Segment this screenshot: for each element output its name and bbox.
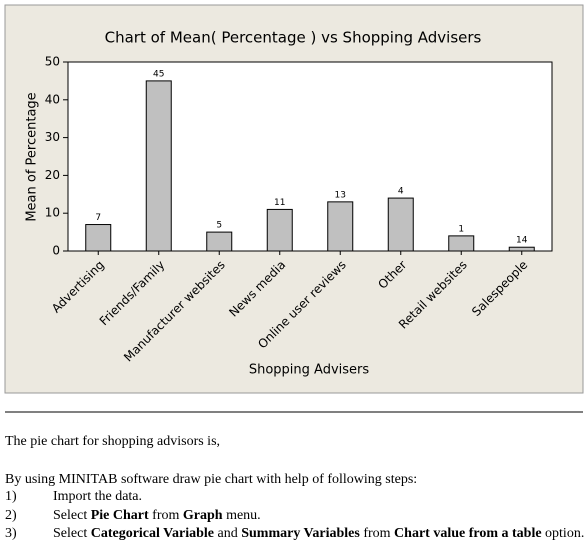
step-number: 3) [5, 526, 17, 541]
bar [327, 201, 354, 252]
step-text: option. [541, 526, 585, 541]
bar [448, 235, 475, 252]
step: 3) Select Categorical Variable and Summar… [5, 525, 585, 544]
step-text: Summary Variables [241, 526, 360, 541]
step-number: 1) [5, 489, 17, 504]
intro: The pie chart for shopping advisors is, [5, 434, 221, 449]
step-text: Categorical Variable [90, 526, 214, 541]
data-label: 5 [216, 221, 222, 231]
chart-title: Chart of Mean( Percentage ) vs Shopping … [105, 29, 482, 47]
plot-area [67, 61, 553, 252]
y-tick-label: 30 [45, 130, 60, 144]
step-text: menu. [222, 507, 261, 523]
bar [387, 197, 414, 252]
step-text: Import the data. [53, 489, 143, 504]
step-text: Select [53, 507, 91, 523]
data-label: 14 [516, 236, 528, 246]
step-text: Chart value from a table [394, 526, 542, 541]
step-text: from [148, 507, 183, 523]
step-text: and [213, 526, 242, 541]
step: 2) Select Pie Chart from Graph menu. [5, 507, 585, 526]
data-label: 1 [458, 224, 464, 234]
y-tick-label: 40 [45, 92, 60, 106]
y-axis-label: Mean of Percentage [25, 92, 40, 221]
bar [85, 224, 112, 252]
data-label: 45 [153, 69, 164, 79]
y-tick-label: 50 [45, 55, 60, 69]
chart: Chart of Mean( Percentage ) vs Shopping … [4, 4, 584, 413]
step-text: from [359, 526, 395, 541]
data-label: 7 [95, 213, 101, 223]
step-number: 2) [5, 507, 17, 523]
y-tick-label: 0 [52, 244, 60, 258]
x-axis-label: Shopping Advisers [249, 363, 370, 378]
data-label: 4 [398, 187, 404, 197]
data-label: 11 [274, 198, 285, 208]
y-tick-label: 20 [45, 168, 60, 182]
step-text: Select [53, 526, 91, 541]
data-label: 13 [335, 190, 346, 200]
bar [508, 246, 535, 252]
bar [206, 231, 233, 252]
steps: 1) Import the data. 2) Select Pie Chart fro… [5, 488, 585, 544]
step: 1) Import the data. [5, 488, 585, 507]
bar [266, 208, 293, 252]
step-text: Graph [182, 507, 223, 523]
bar [145, 80, 172, 252]
step-text: Pie Chart [90, 507, 149, 523]
lead: By using MINITAB software draw pie chart… [5, 472, 418, 487]
y-tick-label: 10 [45, 206, 60, 220]
